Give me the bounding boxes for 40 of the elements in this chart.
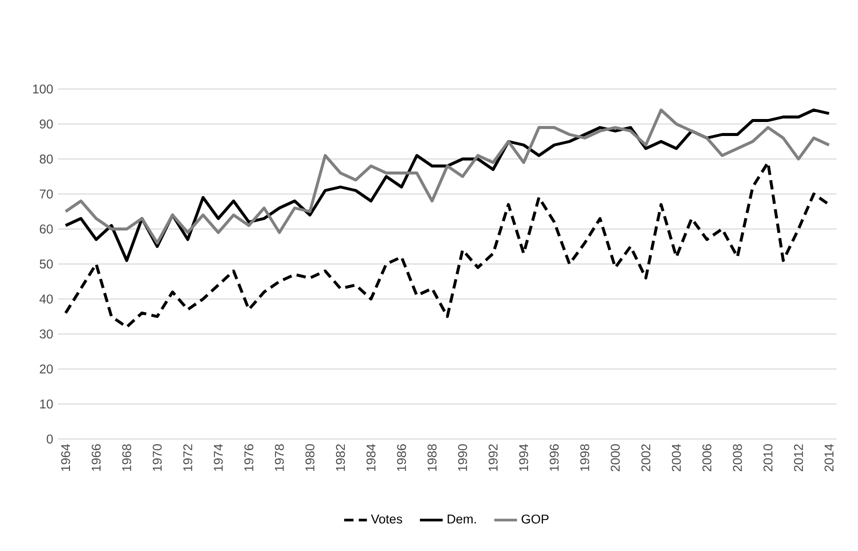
x-tick-label: 1996 xyxy=(550,444,559,471)
x-tick-label: 1974 xyxy=(214,444,223,471)
y-tick-label: 90 xyxy=(40,120,53,128)
x-tick-label: 2006 xyxy=(702,444,712,472)
x-tick-label: 2002 xyxy=(641,444,650,472)
x-tick-label: 1992 xyxy=(488,444,498,471)
x-tick-label: 1982 xyxy=(336,444,345,471)
x-tick-label: 1978 xyxy=(274,444,284,471)
x-tick-label: 1964 xyxy=(61,444,70,471)
y-tick-label: 100 xyxy=(33,84,53,94)
x-tick-label: 2010 xyxy=(763,444,772,472)
x-tick-label: 1980 xyxy=(305,444,314,471)
x-tick-label: 1966 xyxy=(92,444,101,471)
x-tick-label: 1972 xyxy=(183,444,192,471)
y-tick-label: 60 xyxy=(40,224,53,234)
y-tick-label: 30 xyxy=(40,330,53,338)
y-tick-label: 70 xyxy=(40,190,53,198)
x-tick-label: 1994 xyxy=(519,444,528,471)
x-tick-label: 1990 xyxy=(458,444,468,471)
x-tick-label: 1986 xyxy=(397,444,406,471)
x-tick-label: 1988 xyxy=(428,444,437,471)
y-tick-label: 0 xyxy=(46,434,53,444)
x-tick-label: 2008 xyxy=(732,444,742,472)
x-tick-label: 2000 xyxy=(610,444,620,472)
y-tick-label: 80 xyxy=(40,154,53,164)
x-tick-label: 2004 xyxy=(672,444,681,472)
y-tick-label: 20 xyxy=(40,364,53,374)
y-tick-label: 50 xyxy=(40,260,53,268)
x-tick-label: 2014 xyxy=(824,444,834,472)
y-tick-label: 10 xyxy=(40,400,53,408)
x-tick-label: 1970 xyxy=(152,444,162,471)
x-tick-label: 1968 xyxy=(122,444,132,471)
legend-label: Dem. xyxy=(448,514,476,524)
x-tick-label: 2012 xyxy=(794,444,803,472)
x-tick-label: 1984 xyxy=(366,444,376,471)
x-tick-label: 1976 xyxy=(244,444,254,471)
y-tick-label: 40 xyxy=(39,294,53,304)
legend-label: GOP xyxy=(522,514,549,524)
legend-label: Votes xyxy=(370,514,402,524)
x-tick-label: 1998 xyxy=(580,444,590,471)
